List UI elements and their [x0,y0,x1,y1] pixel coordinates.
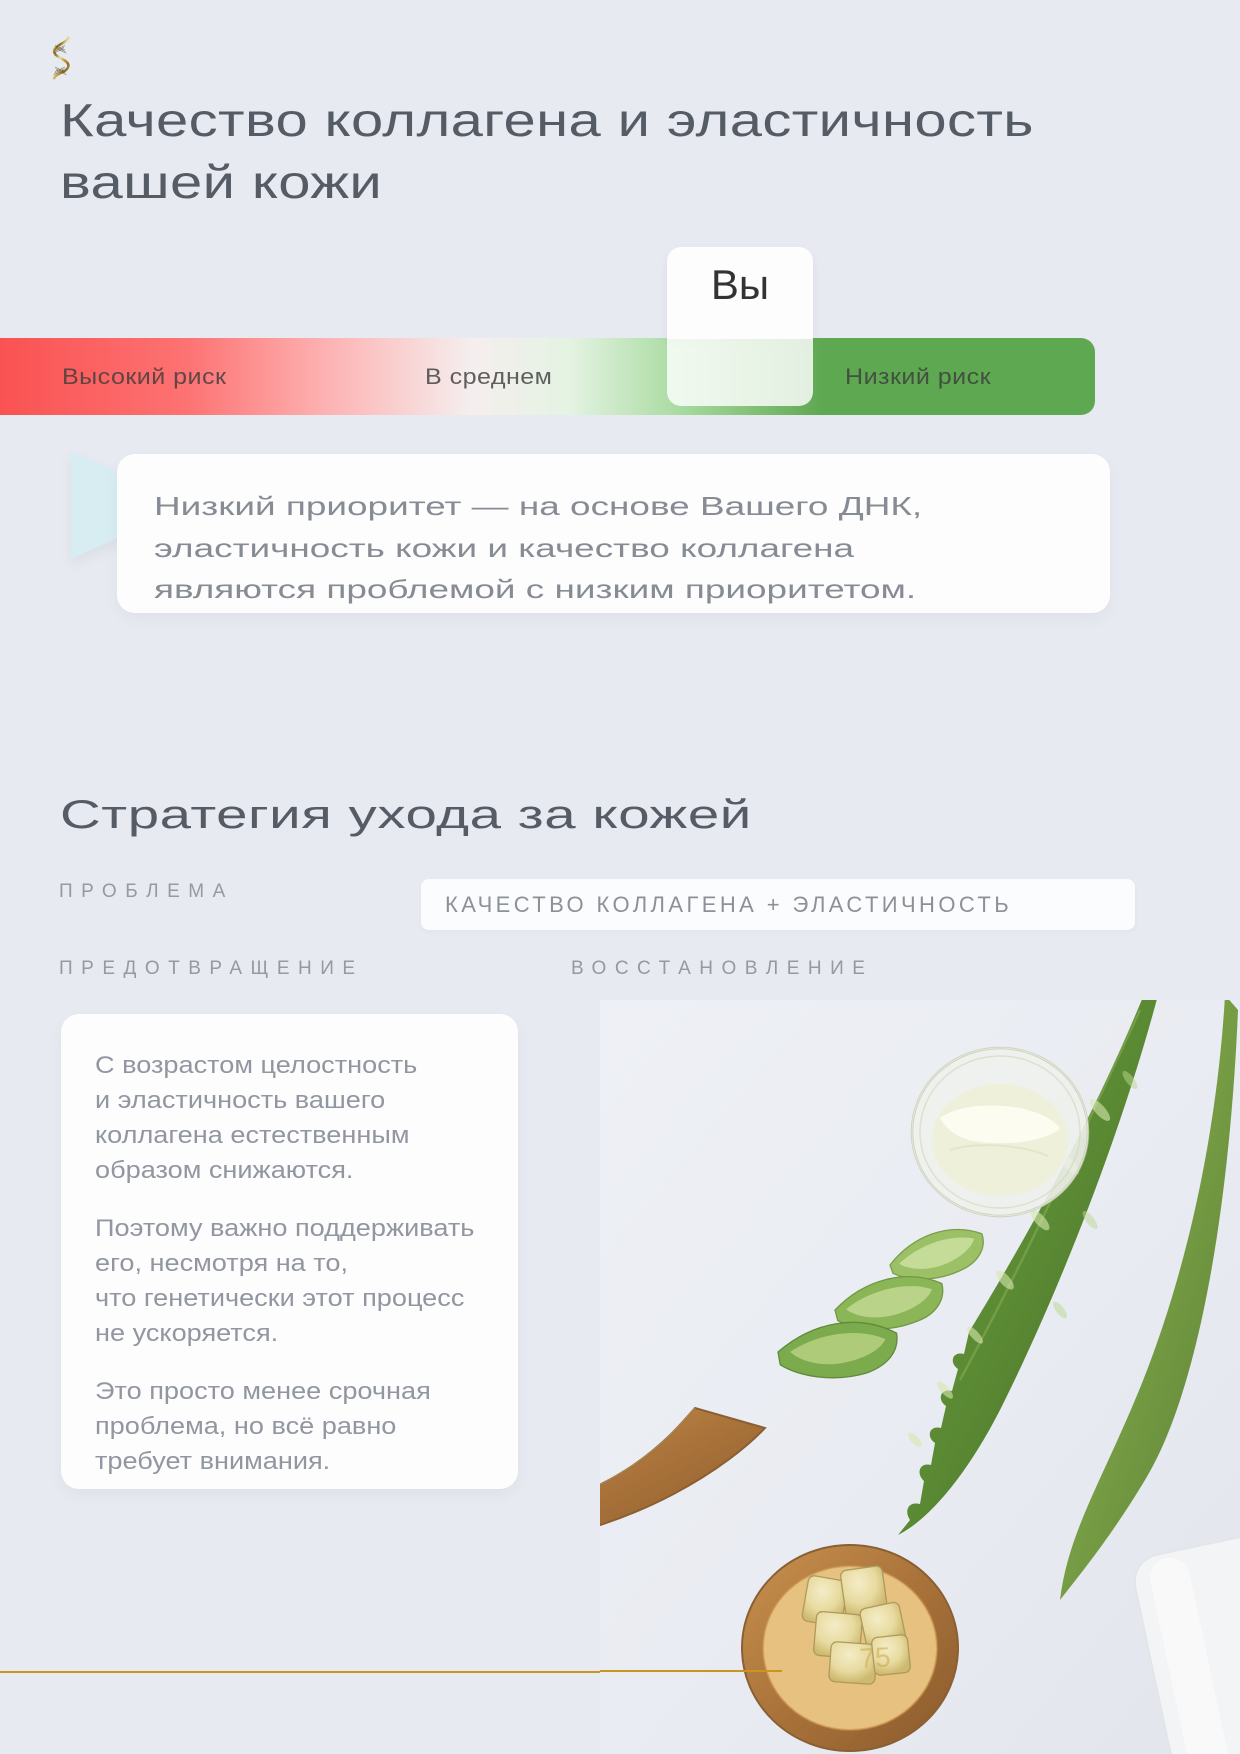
svg-text:75: 75 [859,1641,892,1674]
